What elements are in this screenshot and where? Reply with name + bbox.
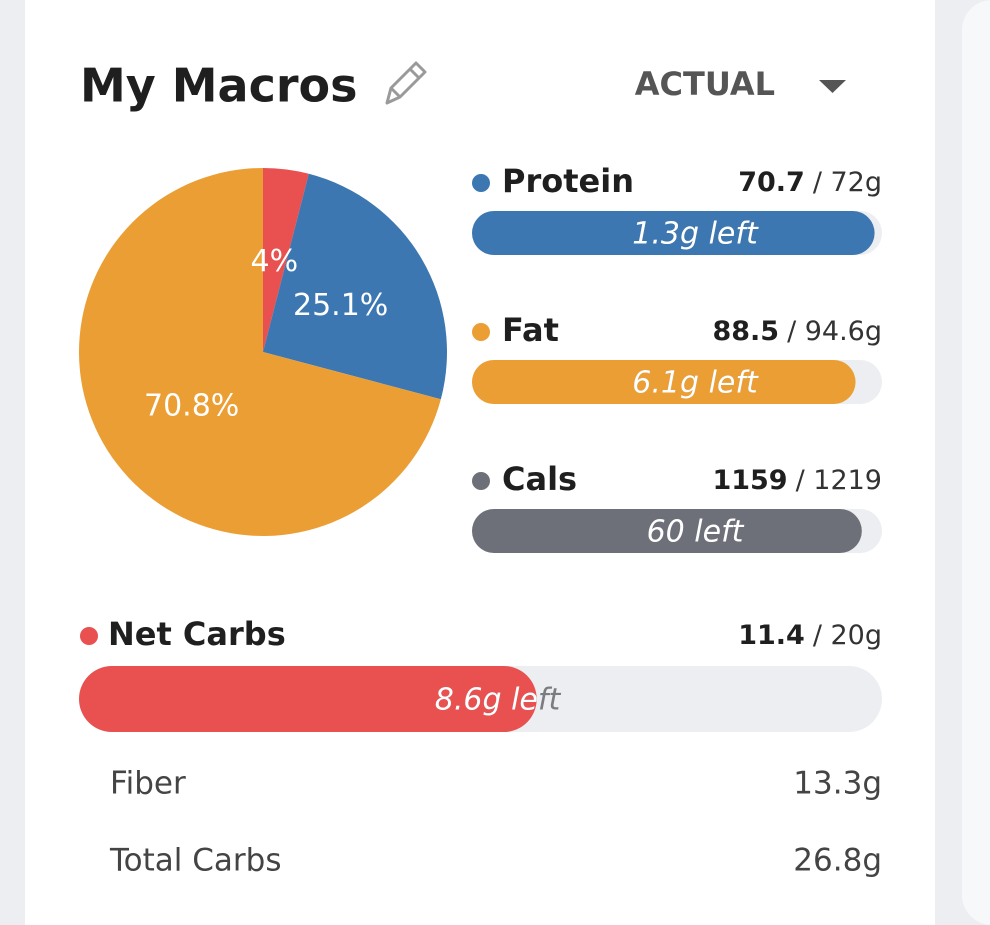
legend-dot (472, 472, 490, 490)
amount: 88.5 (712, 316, 779, 347)
slice-label: 70.8% (144, 388, 239, 423)
progress-fill (79, 666, 537, 732)
dropdown-label[interactable]: ACTUAL (635, 65, 775, 103)
progress-fill (472, 509, 862, 553)
dropdown-arrow[interactable] (819, 80, 846, 93)
detail-value: 13.3g (793, 766, 882, 802)
goal: / 72g (813, 167, 882, 198)
pie-slice (263, 168, 309, 352)
amount: 1159 (712, 465, 787, 496)
progress-fill (472, 211, 875, 255)
left-label: 60 left (647, 515, 745, 550)
legend-dot (472, 174, 490, 192)
title: My Macros (80, 59, 358, 113)
edit-icon[interactable] (385, 61, 427, 105)
macro-value: 11.4 / 20g (738, 620, 882, 651)
detail-label: Total Carbs (109, 843, 281, 879)
goal: / 20g (813, 620, 882, 651)
left-label: 60 left (647, 515, 745, 550)
pie-slice (78, 168, 441, 536)
detail-label: Fiber (110, 766, 186, 802)
progress-fill (472, 360, 856, 404)
pie-slice (263, 173, 447, 400)
left-label: 6.1g left (632, 366, 759, 401)
next-card (962, 0, 990, 925)
left-label: 6.1g left (632, 366, 759, 401)
macro-value: 70.7 / 72g (738, 167, 882, 198)
amount: 11.4 (738, 620, 805, 651)
goal: / 94.6g (787, 316, 882, 347)
left-label: 8.6g left (435, 683, 562, 718)
slice-label: 4% (250, 244, 298, 279)
legend-dot (80, 627, 98, 645)
legend-dot (472, 323, 490, 341)
macro-name: Fat (502, 311, 559, 349)
macro-name: Protein (502, 162, 634, 200)
macro-value: 1159 / 1219 (712, 465, 882, 496)
macro-name: Net Carbs (108, 615, 286, 653)
macro-name: Cals (502, 460, 577, 498)
goal: / 1219 (796, 465, 882, 496)
left-label: 8.6g left (435, 683, 562, 718)
left-label: 1.3g left (632, 217, 759, 252)
detail-value: 26.8g (793, 843, 882, 879)
macro-value: 88.5 / 94.6g (712, 316, 882, 347)
amount: 70.7 (738, 167, 805, 198)
slice-label: 25.1% (293, 288, 388, 323)
left-label: 1.3g left (632, 217, 759, 252)
